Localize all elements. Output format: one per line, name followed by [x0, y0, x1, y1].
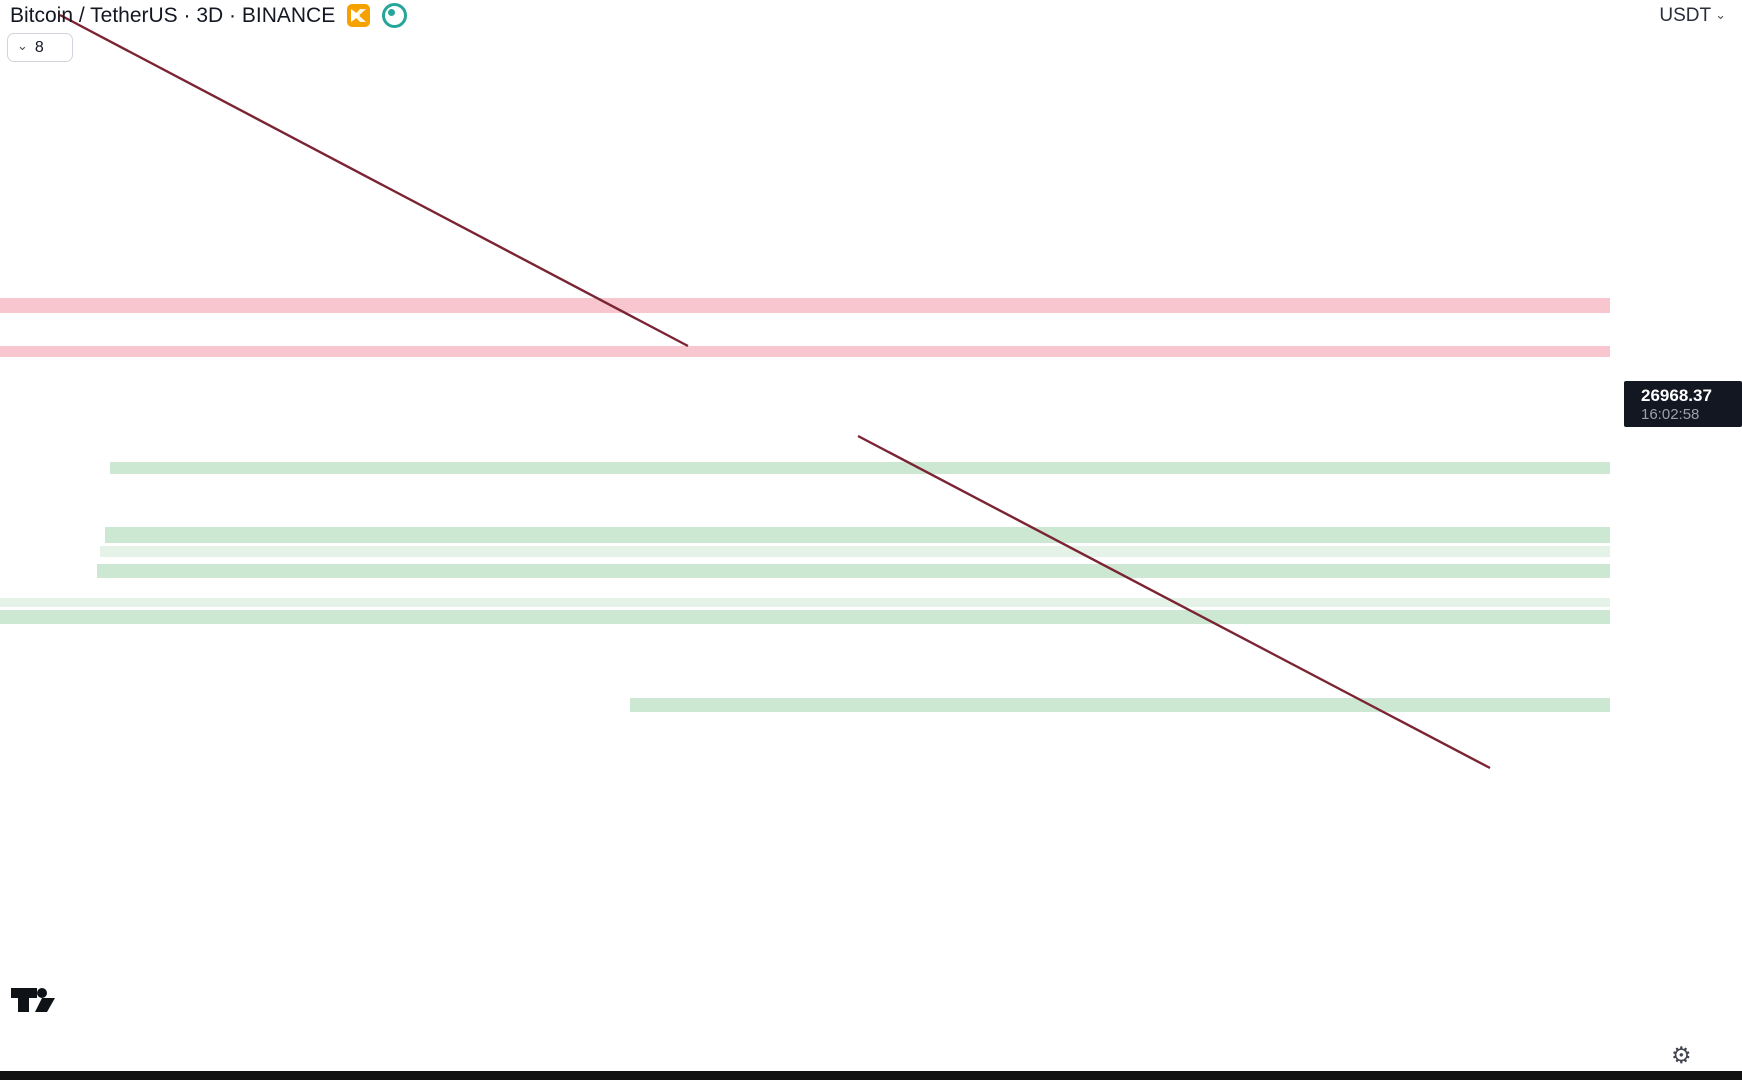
time-axis[interactable]	[0, 1038, 1742, 1072]
support-zone[interactable]	[0, 598, 1610, 607]
chevron-down-icon: ⌄	[1715, 7, 1726, 22]
support-zone[interactable]	[105, 527, 1610, 543]
support-zone[interactable]	[630, 698, 1610, 712]
support-zone[interactable]	[0, 610, 1610, 624]
binance-logo-icon	[347, 4, 371, 27]
market-status-icon	[382, 3, 408, 28]
resistance-zone[interactable]	[0, 346, 1610, 357]
indicator-collapse-button[interactable]: ⌄ 8	[7, 33, 73, 62]
settings-gear-icon[interactable]: ⚙	[1671, 1042, 1692, 1068]
last-price-box: 26968.37 16:02:58	[1624, 381, 1742, 427]
tradingview-logo[interactable]	[9, 985, 57, 1015]
resistance-zone[interactable]	[0, 298, 1610, 313]
support-zone[interactable]	[97, 564, 1610, 578]
chart-header: Bitcoin / TetherUS · 3D · BINANCE	[10, 3, 408, 28]
chevron-down-icon: ⌄	[17, 38, 28, 53]
bearish-trendline[interactable]	[59, 13, 689, 348]
support-zone[interactable]	[100, 546, 1610, 557]
indicator-count-label: 8	[34, 38, 44, 56]
symbol-title[interactable]: Bitcoin / TetherUS · 3D · BINANCE	[10, 3, 336, 27]
last-price-value: 26968.37	[1641, 385, 1712, 405]
support-zone[interactable]	[110, 462, 1610, 474]
bearish-trendline[interactable]	[857, 434, 1491, 770]
trendline-annotation-label: Trendline baissière	[0, 0, 88, 5]
bar-countdown-timer: 16:02:58	[1641, 405, 1700, 423]
currency-selector[interactable]: USDT ⌄	[1659, 5, 1726, 27]
currency-label: USDT	[1659, 5, 1712, 26]
bottom-window-edge	[0, 1071, 1742, 1080]
